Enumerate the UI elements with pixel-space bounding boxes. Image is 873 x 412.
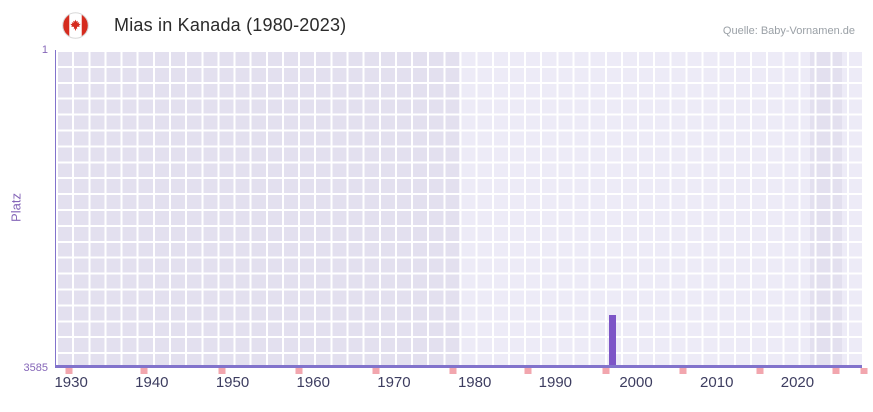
- y-axis-title: Platz: [8, 193, 24, 222]
- x-tick-label-1990: 1990: [538, 374, 573, 391]
- y-tick-max: 1: [41, 44, 48, 56]
- x-tick-label-1930: 1930: [54, 374, 88, 391]
- x-axis-marker: [679, 368, 687, 374]
- x-axis-marker: [295, 368, 303, 374]
- rank-bar-1997[interactable]: [608, 315, 616, 365]
- x-axis-marker: [832, 368, 840, 374]
- source-credit: Quelle: Baby-Vornamen.de: [722, 25, 855, 37]
- x-axis-marker: [218, 368, 226, 374]
- y-tick-min: 3585: [23, 362, 48, 374]
- x-tick-label-1950: 1950: [215, 374, 250, 391]
- x-tick-label-2010: 2010: [700, 374, 734, 391]
- x-axis-marker: [860, 368, 868, 374]
- x-axis-marker: [140, 368, 148, 374]
- x-tick-label-1960: 1960: [296, 374, 330, 391]
- x-axis-marker: [524, 368, 532, 374]
- x-tick-label-2020: 2020: [780, 374, 815, 391]
- x-tick-label-1970: 1970: [377, 374, 411, 391]
- x-tick-label-1980: 1980: [457, 374, 492, 391]
- x-axis-marker: [65, 368, 73, 374]
- x-axis-marker: [756, 368, 764, 374]
- canada-flag-icon: [62, 12, 89, 39]
- x-axis-tick-labels: 1930 1940 1950 1960 1970 1980 1990 2000 2010 2020: [54, 374, 862, 396]
- x-axis-marker: [372, 368, 380, 374]
- x-axis-marker: [602, 368, 610, 374]
- page-title: Mias in Kanada (1980-2023): [114, 15, 347, 35]
- highlight-band: [459, 50, 810, 365]
- plot-area: [55, 50, 868, 374]
- x-axis-marker: [449, 368, 457, 374]
- x-tick-label-1940: 1940: [135, 374, 169, 391]
- highlight-band: [841, 50, 862, 365]
- x-tick-label-2000: 2000: [619, 374, 653, 391]
